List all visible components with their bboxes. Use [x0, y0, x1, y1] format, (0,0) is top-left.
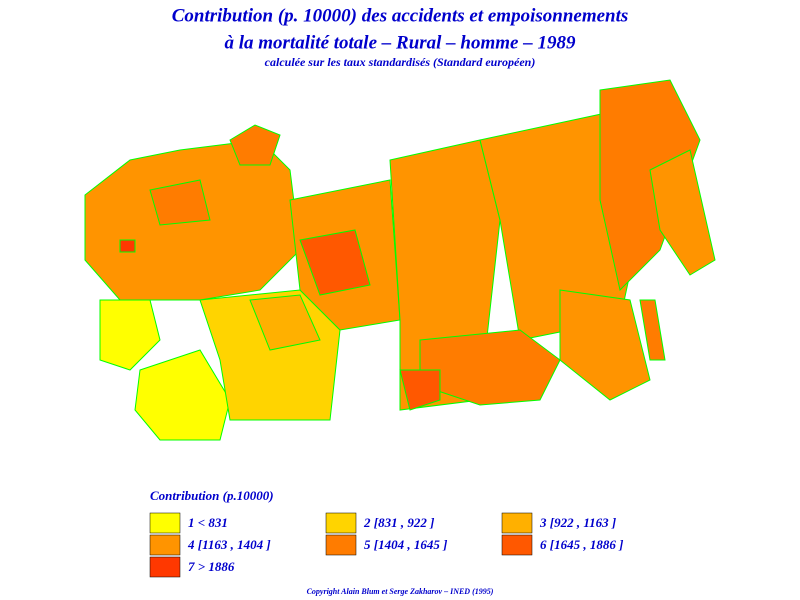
- region: [99, 299, 161, 371]
- legend-title: Contribution (p.10000): [150, 488, 274, 503]
- legend-swatch: [325, 512, 357, 534]
- legend-label: 7 > 1886: [188, 559, 235, 574]
- subtitle: calculée sur les taux standardisés (Stan…: [265, 55, 536, 69]
- region: [559, 289, 651, 401]
- region: [149, 179, 211, 226]
- map: [84, 79, 716, 441]
- copyright: Copyright Alain Blum et Serge Zakharov –…: [307, 587, 494, 596]
- region: [299, 229, 371, 296]
- legend: 1 < 831 2 [831 , 922 ] 3 [922 , 1163 ] 4 [1…: [149, 512, 623, 578]
- legend-swatch: [149, 556, 181, 578]
- region: [249, 294, 321, 351]
- title-line: à la mortalité totale – Rural – homme – …: [225, 32, 576, 53]
- region: [134, 349, 231, 441]
- legend-swatch: [501, 512, 533, 534]
- legend-swatch: [149, 534, 181, 556]
- legend-swatch: [149, 512, 181, 534]
- region: [599, 79, 701, 291]
- legend-label: 2 [831 , 922 ]: [363, 515, 434, 530]
- legend-label: 3 [922 , 1163 ]: [539, 515, 616, 530]
- region: [399, 369, 441, 411]
- region: [229, 124, 281, 166]
- region: [119, 239, 136, 253]
- legend-swatch: [325, 534, 357, 556]
- legend-label: 5 [1404 , 1645 ]: [364, 537, 447, 552]
- legend-label: 1 < 831: [188, 515, 228, 530]
- title-line: Contribution (p. 10000) des accidents et…: [172, 5, 629, 26]
- region: [649, 149, 716, 276]
- legend-swatch: [501, 534, 533, 556]
- region: [639, 299, 666, 361]
- legend-label: 4 [1163 , 1404 ]: [187, 537, 271, 552]
- legend-label: 6 [1645 , 1886 ]: [540, 537, 623, 552]
